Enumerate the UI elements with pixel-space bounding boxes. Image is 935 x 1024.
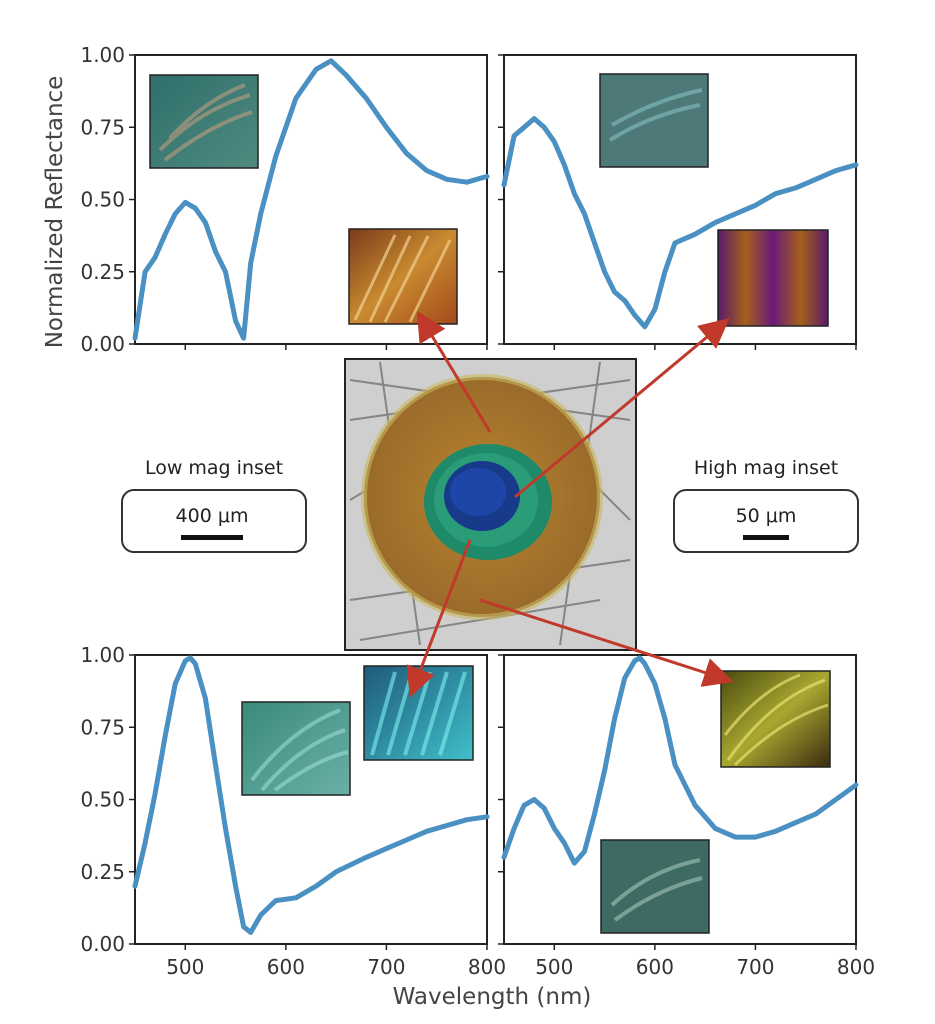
reflectance-line (132, 58, 490, 341)
high-mag-scale-label: 50 μm (736, 505, 797, 527)
x-axis-title: Wavelength (nm) (393, 984, 592, 1010)
chart-bottom-left: 0.00 0.25 0.50 0.75 1.00 500 600 700 800 (80, 643, 506, 979)
y-tick-label: 0.00 (80, 932, 125, 956)
y-tick-label: 1.00 (80, 43, 125, 67)
arrow-to-bottom-left (406, 539, 472, 698)
y-tick-label: 0.75 (80, 715, 125, 739)
chart-bottom-right: 500 600 700 800 (498, 654, 875, 979)
low-mag-legend: Low mag inset 400 μm (121, 457, 307, 553)
arrow-to-top-right (514, 318, 730, 499)
low-mag-title: Low mag inset (145, 457, 283, 479)
low-mag-scale-bar (181, 535, 243, 540)
y-tick-label: 1.00 (80, 643, 125, 667)
y-tick-label: 0.25 (80, 860, 125, 884)
chart-top-right (498, 54, 859, 350)
x-tick-label: 700 (367, 955, 405, 979)
y-tick-label: 0.25 (80, 260, 125, 284)
reflectance-line (501, 655, 859, 866)
high-mag-scale-bar (743, 535, 789, 540)
x-tick-label: 500 (535, 955, 573, 979)
peacock-feather-photo (344, 358, 637, 651)
inset-bottom-right-low-mag (600, 839, 710, 934)
inset-bottom-left-low-mag (241, 701, 351, 796)
reflectance-line (501, 116, 859, 330)
x-tick-label: 500 (166, 955, 204, 979)
y-tick-label: 0.50 (80, 188, 125, 212)
x-tick-label: 800 (468, 955, 506, 979)
x-tick-label: 700 (736, 955, 774, 979)
x-tick-label: 800 (837, 955, 875, 979)
x-tick-label: 600 (636, 955, 674, 979)
chart-top-left: 0.00 0.25 0.50 0.75 1.00 (80, 43, 490, 356)
inset-top-right-low-mag (599, 73, 709, 168)
high-mag-legend: High mag inset 50 μm (673, 457, 859, 553)
y-tick-label: 0.00 (80, 332, 125, 356)
inset-bottom-left-high-mag (363, 665, 474, 761)
low-mag-scale-label: 400 μm (176, 505, 249, 527)
x-tick-label: 600 (267, 955, 305, 979)
inset-top-right-high-mag (717, 229, 829, 327)
high-mag-title: High mag inset (694, 457, 838, 479)
reflectance-line (132, 655, 490, 935)
y-tick-label: 0.75 (80, 115, 125, 139)
arrow-to-bottom-right (479, 598, 734, 687)
inset-top-left-high-mag (348, 228, 458, 325)
y-axis-title: Normalized Reflectance (42, 76, 68, 349)
y-tick-label: 0.50 (80, 788, 125, 812)
inset-bottom-right-high-mag (720, 670, 831, 768)
arrow-to-top-left (416, 310, 492, 433)
inset-top-left-low-mag (149, 74, 259, 169)
